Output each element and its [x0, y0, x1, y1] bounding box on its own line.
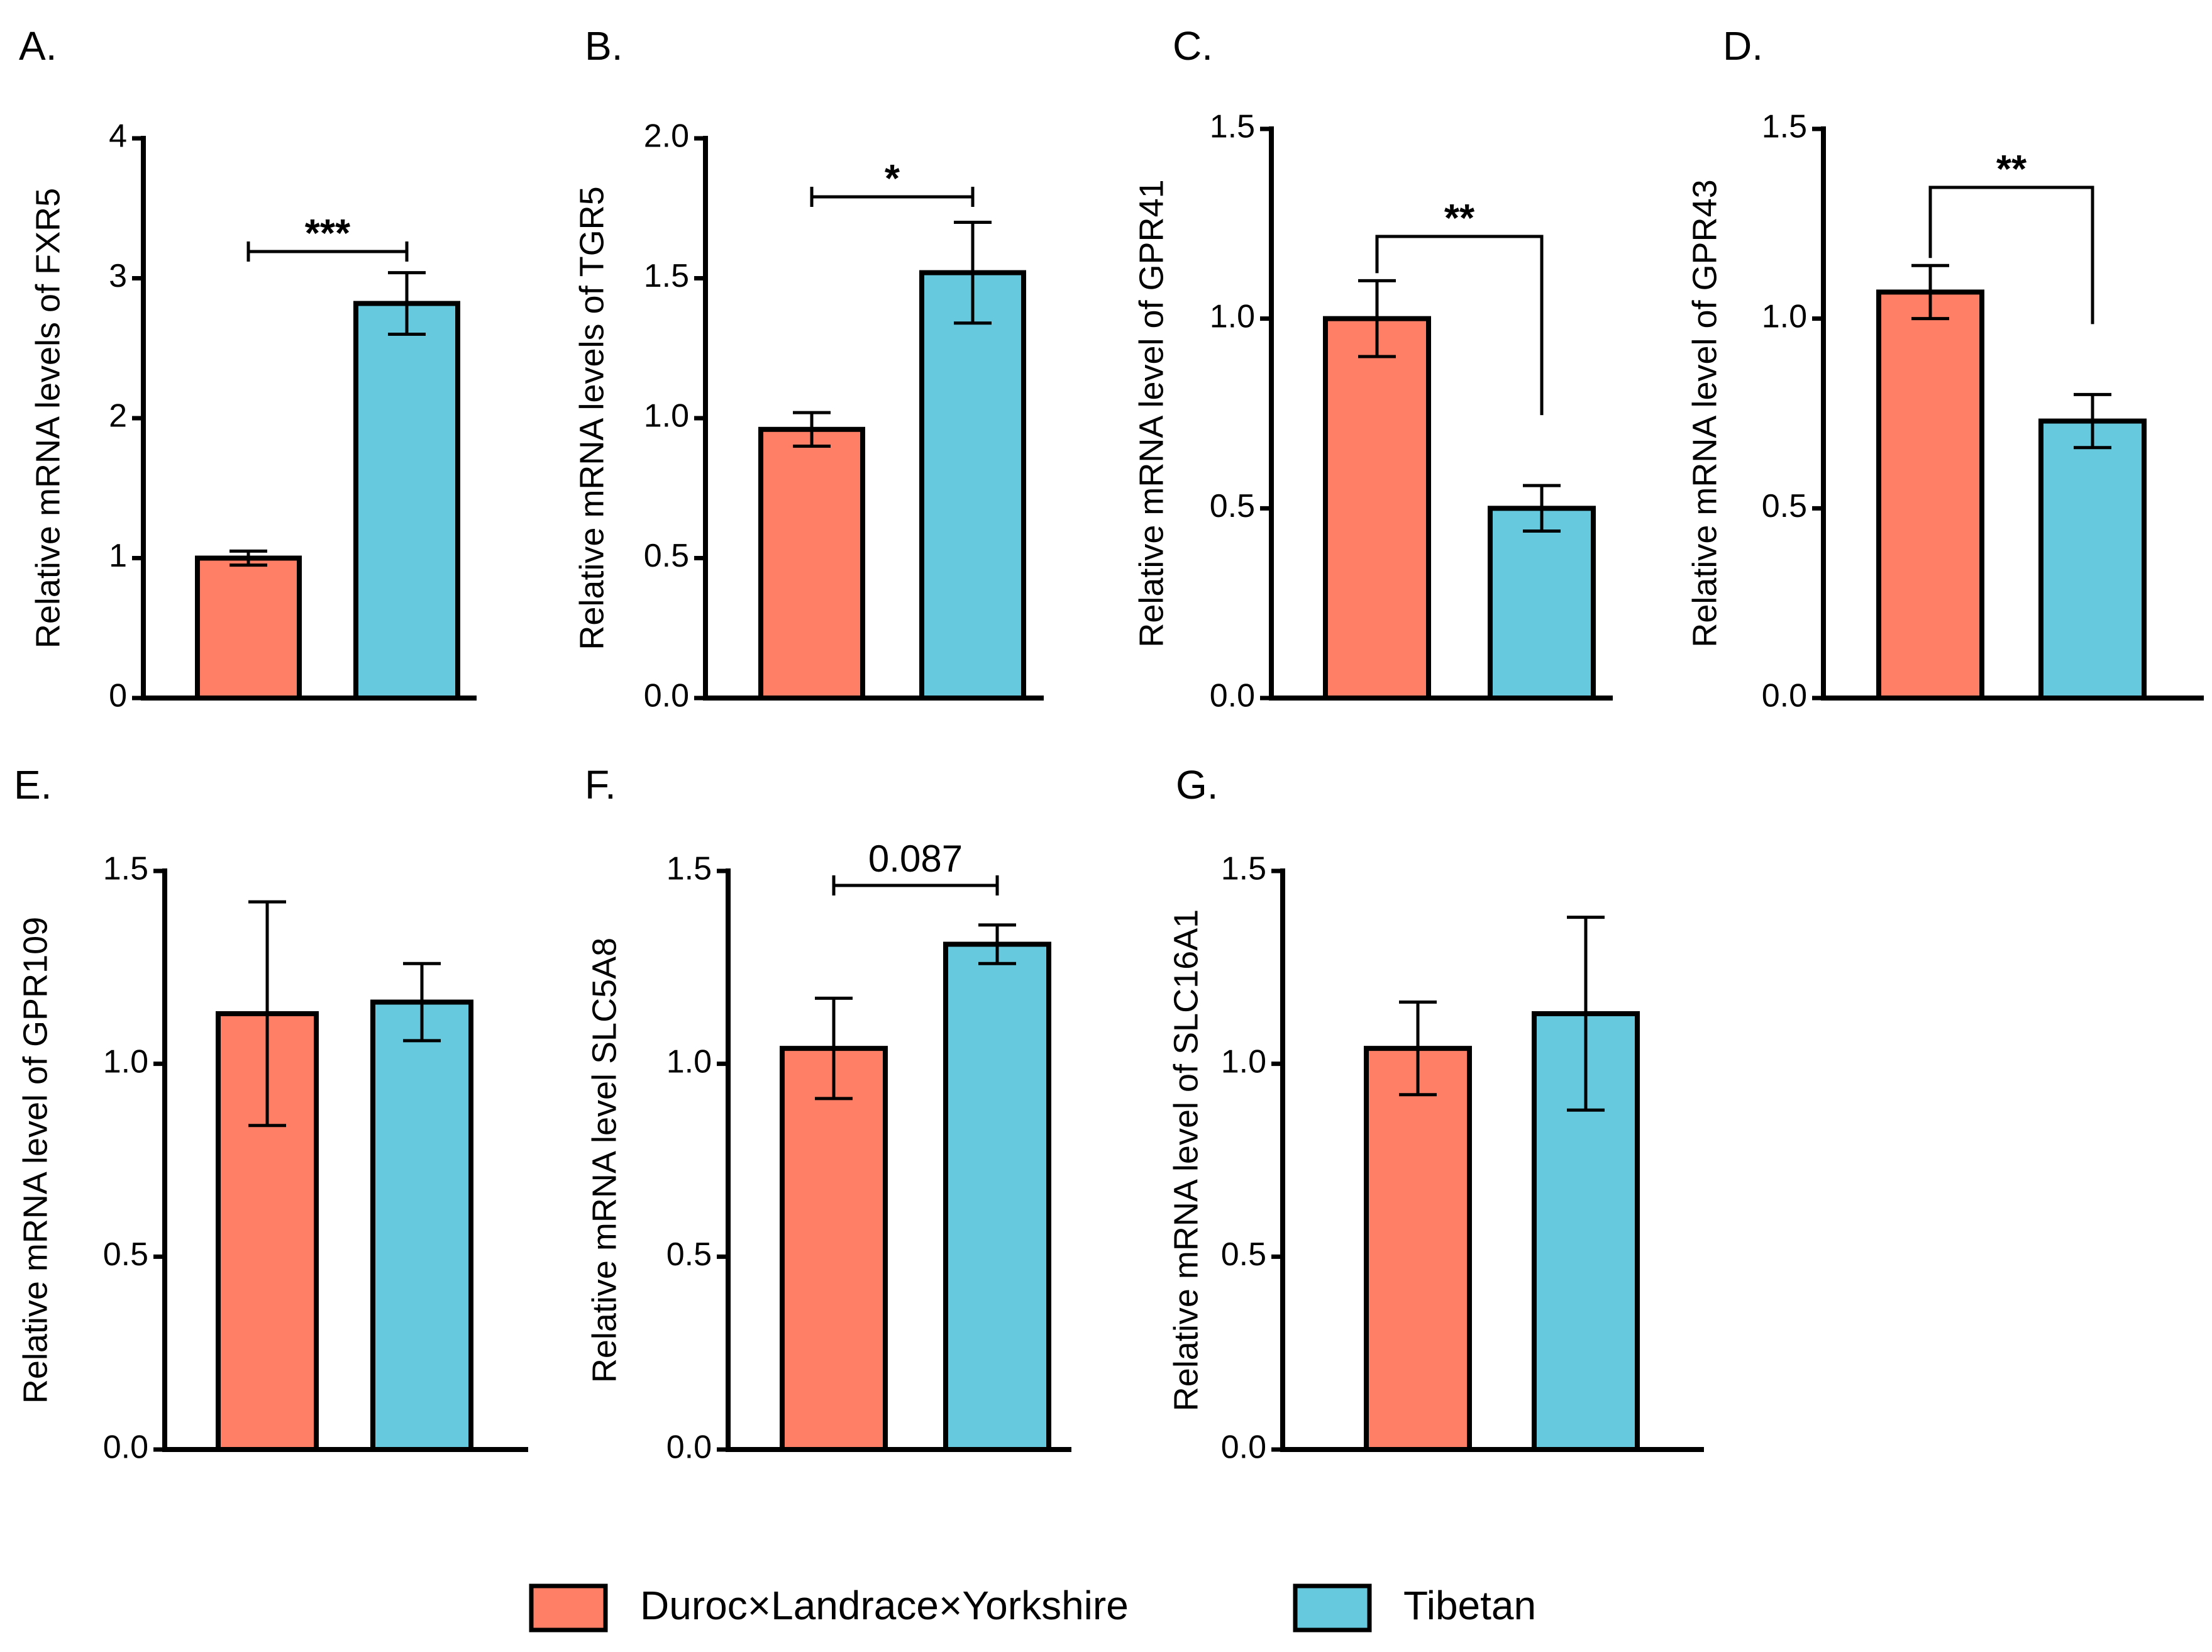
- significance-label: **: [1444, 197, 1475, 240]
- panel-a: A. Relative mRNA levels of FXR5 0 1 2 3 4 ***: [19, 23, 477, 714]
- panel-letter: E.: [14, 762, 52, 807]
- panel-g: G. Relative mRNA level of SLC16A1 0.0 0.5 1.…: [1167, 762, 1704, 1466]
- bar-tibetan: [1488, 506, 1596, 701]
- y-tick-label: 0: [109, 678, 127, 714]
- legend-label: Duroc×Landrace×Yorkshire: [640, 1583, 1129, 1628]
- y-tick-label: 2: [109, 398, 127, 435]
- y-tick-label: 1.5: [1221, 851, 1266, 887]
- y-tick-label: 1.5: [103, 851, 148, 887]
- y-tick-label: 0.5: [1762, 488, 1807, 524]
- y-tick-label: 2.0: [644, 118, 689, 155]
- y-tick-label: 0.5: [666, 1236, 712, 1273]
- y-tick-label: 1.5: [644, 258, 689, 294]
- significance-label: ***: [305, 212, 351, 255]
- y-tick-label: 1.0: [103, 1043, 148, 1080]
- y-tick-label: 0.0: [1210, 678, 1255, 714]
- significance-label: **: [1996, 148, 2027, 191]
- y-tick-label: 1.5: [1210, 109, 1255, 145]
- y-tick-label: 0.5: [103, 1236, 148, 1273]
- y-axis-label: Relative mRNA level SLC5A8: [585, 938, 623, 1383]
- y-tick-label: 0.0: [666, 1429, 712, 1466]
- bar-tibetan: [353, 301, 460, 701]
- bar-duroc: [1323, 316, 1431, 701]
- panel-d: D. Relative mRNA level of GPR43 0.0 0.5 1.0 1…: [1686, 23, 2204, 714]
- panel-letter: G.: [1176, 762, 1219, 807]
- bar-duroc: [1876, 289, 1984, 701]
- y-tick-label: 1.5: [1762, 109, 1807, 145]
- y-tick-label: 1.0: [666, 1043, 712, 1080]
- significance-label: *: [885, 157, 900, 201]
- legend: Duroc×Landrace×Yorkshire Tibetan: [529, 1583, 1536, 1633]
- y-axis-label: Relative mRNA level of GPR41: [1132, 179, 1170, 647]
- y-axis-label: Relative mRNA levels of FXR5: [29, 188, 67, 648]
- panel-letter: D.: [1723, 23, 1763, 69]
- y-tick-label: 1.0: [1210, 298, 1255, 335]
- y-tick-label: 4: [109, 118, 127, 155]
- y-tick-label: 0.5: [1221, 1236, 1266, 1273]
- bar-tibetan: [919, 270, 1026, 701]
- panel-c: C. Relative mRNA level of GPR41 0.0 0.5 1.0 1…: [1132, 23, 1613, 714]
- bar-duroc: [195, 555, 302, 701]
- y-tick-label: 1.0: [1221, 1043, 1266, 1080]
- panel-letter: A.: [19, 23, 57, 69]
- y-tick-label: 3: [109, 258, 127, 294]
- bar-duroc: [758, 426, 865, 701]
- bar-tibetan: [943, 941, 1051, 1452]
- panel-letter: C.: [1173, 23, 1213, 69]
- y-axis-label: Relative mRNA level of GPR109: [16, 917, 54, 1404]
- y-tick-label: 0.5: [1210, 488, 1255, 524]
- y-axis-label: Relative mRNA levels of TGR5: [573, 186, 611, 650]
- y-tick-label: 0.0: [103, 1429, 148, 1466]
- y-tick-label: 1.5: [666, 851, 712, 887]
- bar-duroc: [780, 1046, 888, 1452]
- y-tick-label: 1.0: [1762, 298, 1807, 335]
- bar-tibetan: [370, 999, 473, 1452]
- y-axis-label: Relative mRNA level of SLC16A1: [1167, 909, 1205, 1411]
- bar-tibetan: [2038, 418, 2147, 701]
- y-tick-label: 1.0: [644, 398, 689, 435]
- y-tick-label: 1: [109, 538, 127, 574]
- y-tick-label: 0.0: [644, 678, 689, 714]
- panel-b: B. Relative mRNA levels of TGR5 0.0 0.5 1.0 1…: [573, 23, 1044, 714]
- y-tick-label: 0.0: [1221, 1429, 1266, 1466]
- bar-duroc: [1364, 1046, 1472, 1452]
- panel-e: E. Relative mRNA level of GPR109 0.0 0.5 1.0…: [14, 762, 528, 1466]
- y-tick-label: 0.5: [644, 538, 689, 574]
- significance-bracket: [1928, 186, 2094, 324]
- significance-bracket: [1375, 235, 1544, 416]
- y-axis-label: Relative mRNA level of GPR43: [1686, 179, 1723, 647]
- panel-letter: B.: [585, 23, 622, 69]
- legend-label: Tibetan: [1403, 1583, 1536, 1628]
- panel-letter: F.: [585, 762, 616, 807]
- significance-label: 0.087: [868, 838, 963, 880]
- y-tick-label: 0.0: [1762, 678, 1807, 714]
- legend-swatch-duroc: [529, 1583, 608, 1633]
- legend-swatch-tibetan: [1293, 1583, 1372, 1633]
- panel-f: F. Relative mRNA level SLC5A8 0.0 0.5 1.0 1.5…: [585, 762, 1071, 1466]
